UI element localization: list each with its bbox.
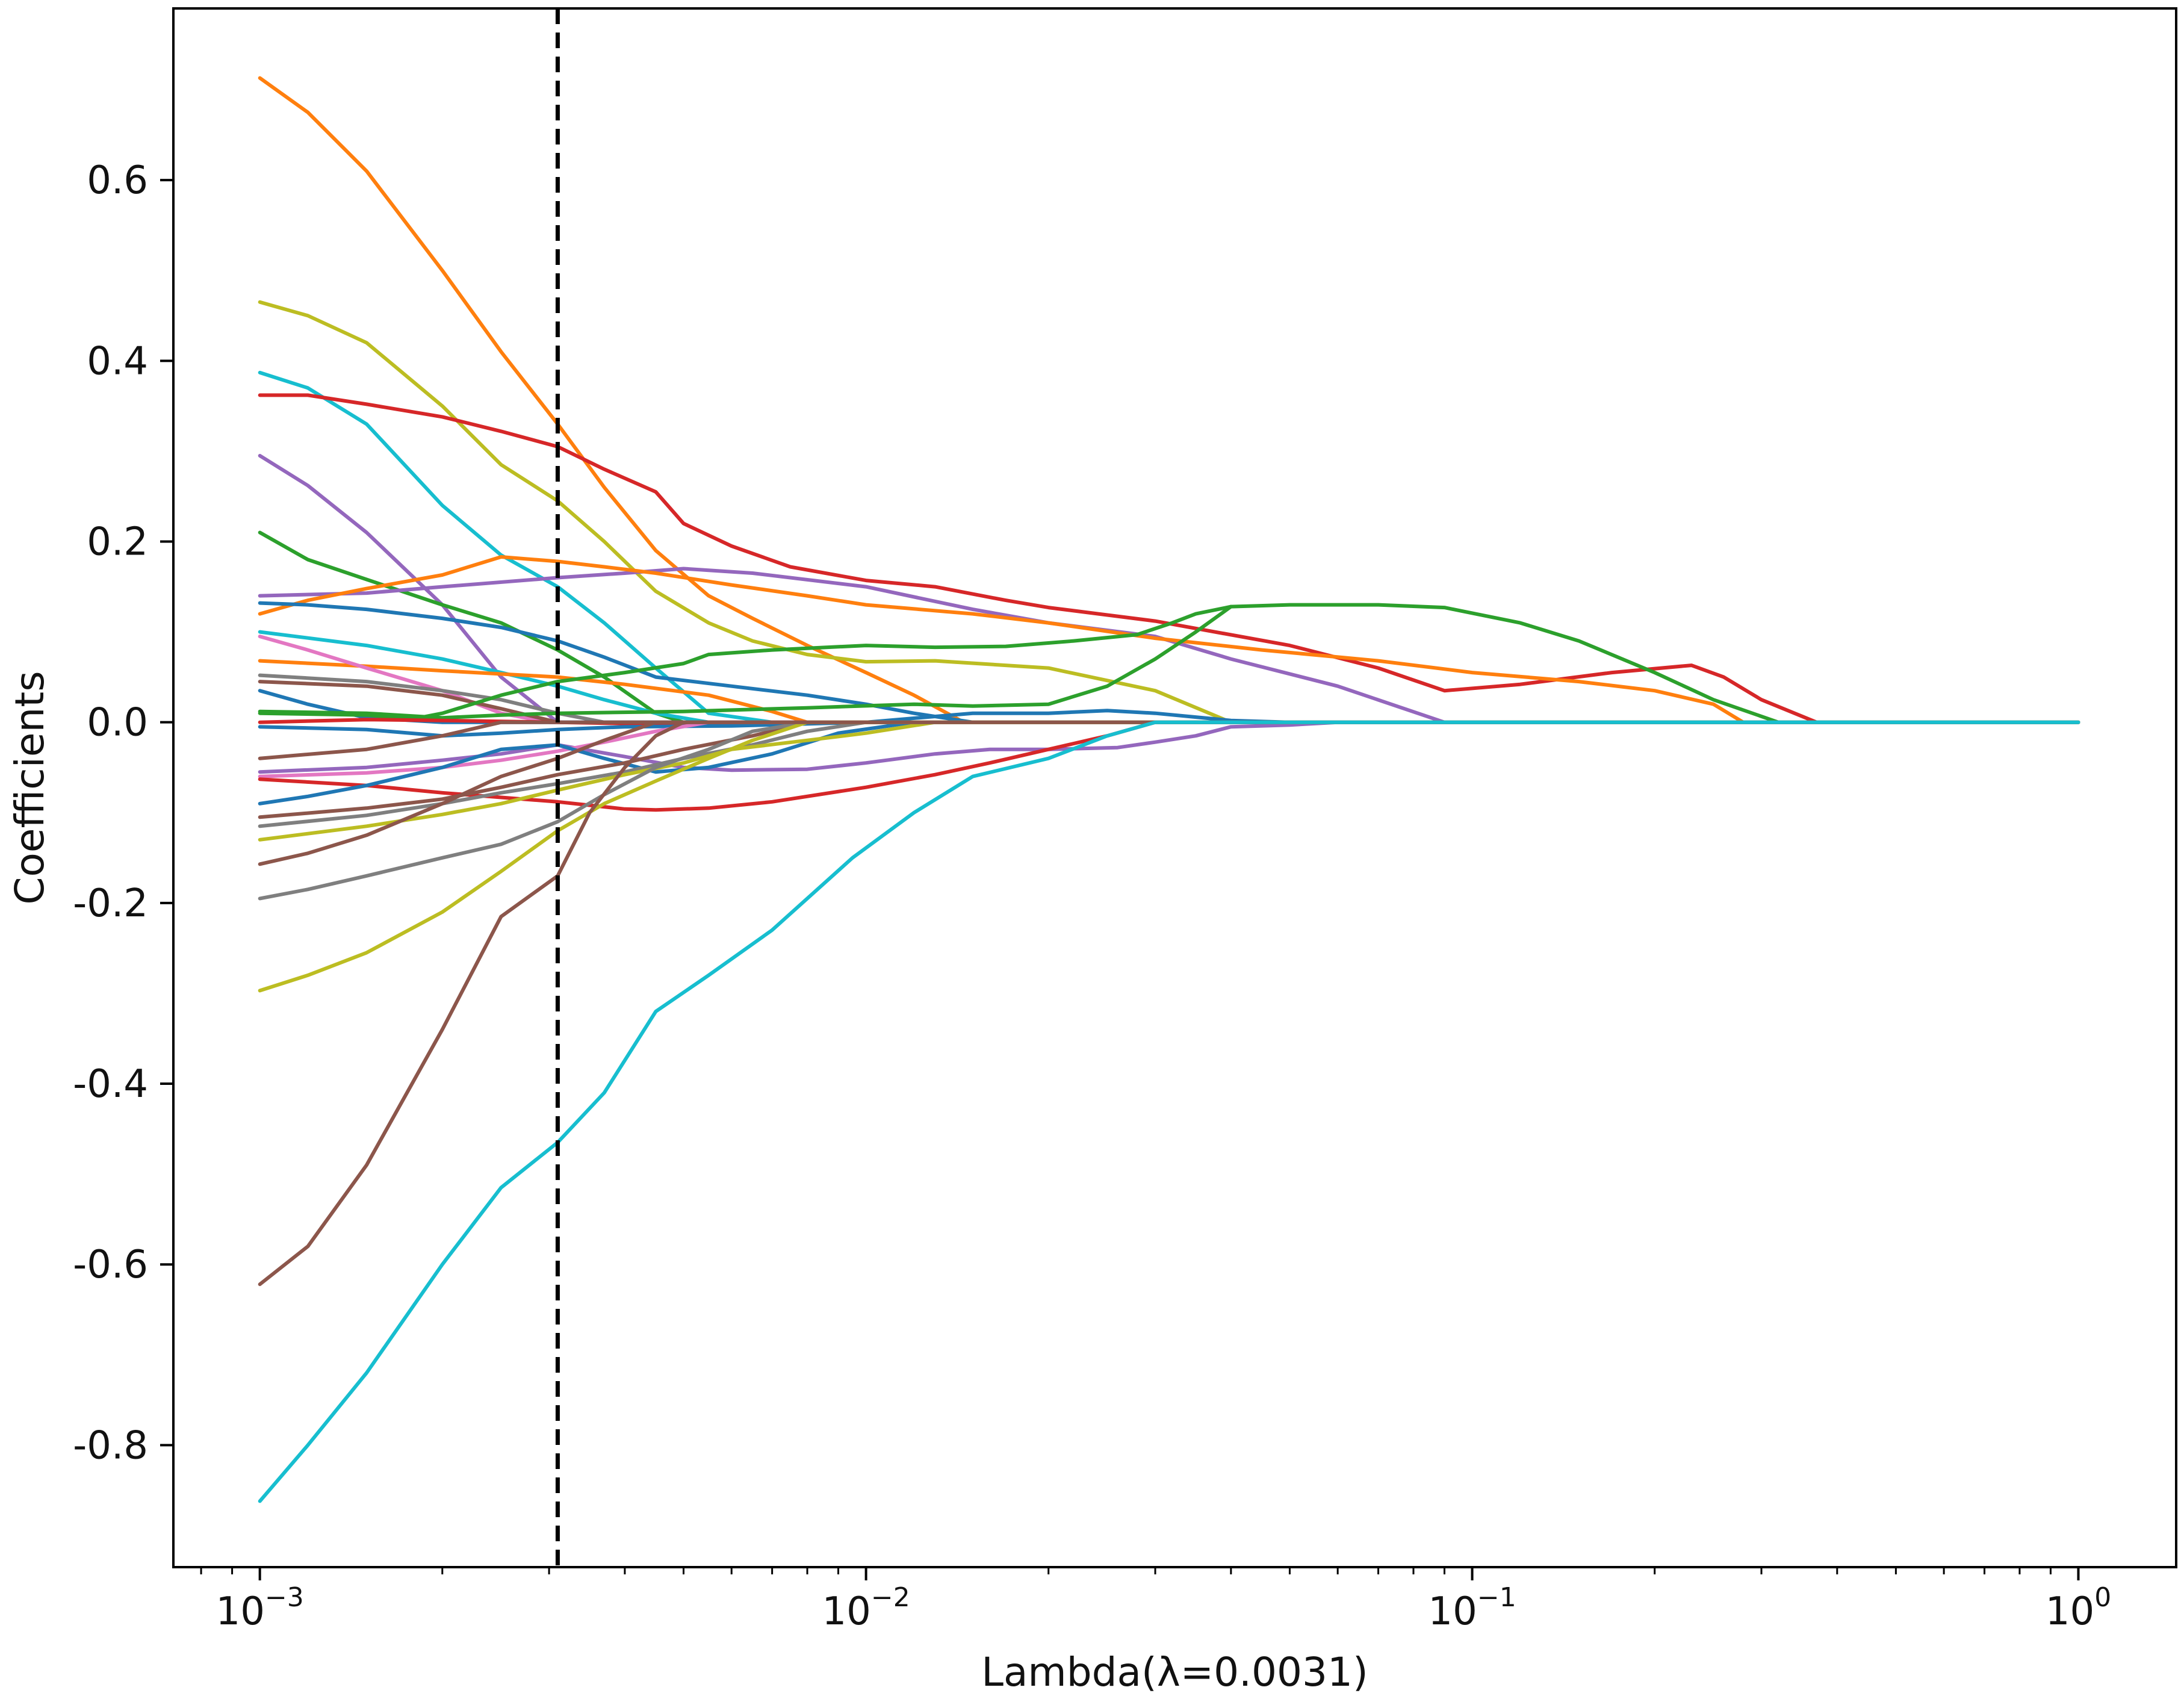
- x-axis-label: Lambda(λ=0.0031): [981, 1649, 1368, 1695]
- coefficient-path-26: [258, 720, 2080, 828]
- coefficient-path-22: [258, 720, 2080, 778]
- y-tick-label: -0.2: [73, 881, 148, 926]
- x-tick-label: 10−1: [1428, 1582, 1516, 1634]
- coefficient-path-11: [258, 659, 2080, 724]
- y-tick-label: 0.4: [87, 339, 148, 384]
- coefficient-path-6: [258, 530, 2080, 724]
- y-axis-ticks: 0.6 0.4 0.2 0.0 -0.2 -0.4 -0.6 -0.8: [73, 158, 173, 1468]
- coefficient-path-8: [258, 555, 2080, 724]
- coefficient-path-16: [258, 603, 2080, 724]
- y-tick-label: -0.8: [73, 1423, 148, 1468]
- x-axis-ticks: 10−3 10−2 10−1 100: [200, 1567, 2111, 1634]
- coefficient-path-28: [258, 720, 2080, 866]
- coefficient-path-4: [258, 393, 2080, 724]
- y-tick-label: -0.4: [73, 1062, 148, 1107]
- coefficient-path-1: [258, 76, 2080, 724]
- x-tick-label: 10−2: [822, 1582, 910, 1634]
- coefficient-path-7: [258, 567, 2080, 724]
- y-tick-label: 0.6: [87, 158, 148, 203]
- coefficient-path-30: [258, 720, 2080, 993]
- coefficient-path-25: [258, 720, 2080, 819]
- coefficient-path-9: [258, 601, 2080, 724]
- coefficient-path-32: [258, 720, 2080, 1503]
- x-tick-label: 100: [2046, 1582, 2111, 1634]
- x-tick-label: 10−3: [216, 1582, 304, 1634]
- y-tick-label: -0.6: [73, 1243, 148, 1287]
- y-tick-label: 0.0: [87, 701, 148, 745]
- coefficient-path-17: [258, 604, 1233, 721]
- coefficient-path-21: [258, 720, 2080, 774]
- coefficient-path-2: [258, 300, 2080, 724]
- y-axis-label: Coefficients: [7, 671, 53, 904]
- coefficient-path-29: [258, 720, 2080, 901]
- plot-frame: [172, 7, 2177, 1568]
- y-tick-label: 0.2: [87, 520, 148, 565]
- coefficient-path-24: [258, 720, 2080, 806]
